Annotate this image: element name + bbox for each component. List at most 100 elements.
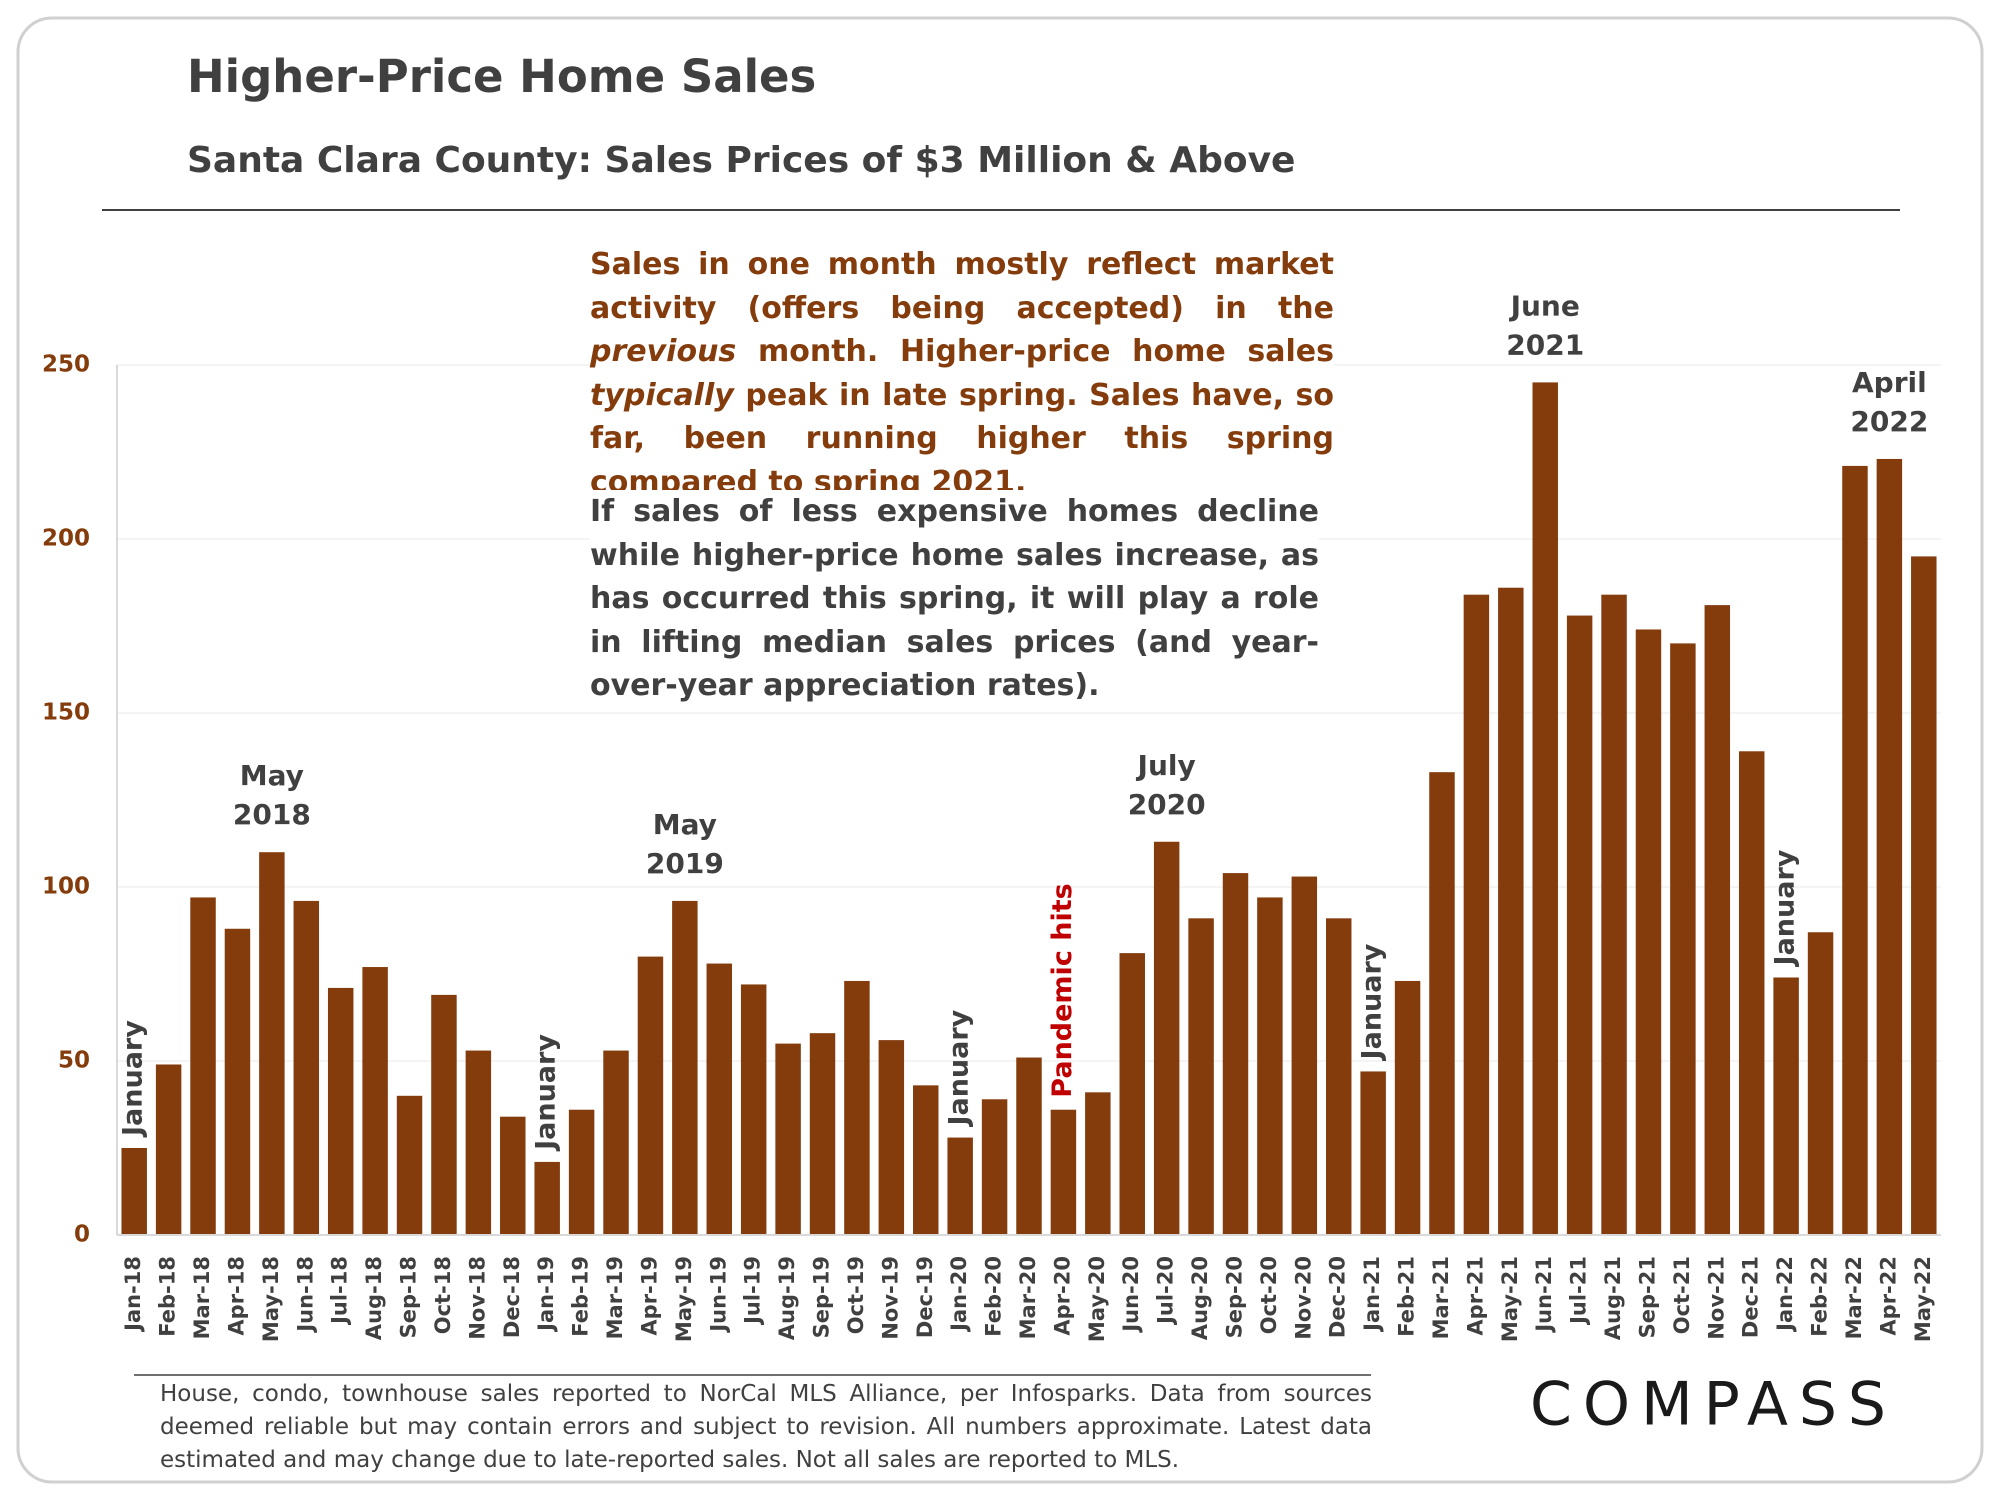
x-tick-label: Mar-22 xyxy=(1842,1256,1866,1339)
annotation: 2022 xyxy=(1850,405,1928,438)
x-tick-label: Aug-21 xyxy=(1601,1256,1625,1340)
bar xyxy=(1360,1071,1386,1235)
annotation: Pandemic hits xyxy=(1047,883,1078,1097)
bar xyxy=(1807,932,1834,1235)
bar xyxy=(1016,1057,1042,1235)
x-tick-label: Jun-18 xyxy=(293,1256,317,1334)
commentary-text: Sales in one month mostly reflect market… xyxy=(590,247,1334,326)
x-tick-label: Apr-20 xyxy=(1050,1256,1074,1336)
annotation: 2020 xyxy=(1128,788,1206,821)
logo: COMPASS xyxy=(1530,1370,1892,1440)
bar xyxy=(362,967,388,1235)
x-tick-label: Aug-18 xyxy=(362,1256,386,1340)
x-tick-label: Oct-18 xyxy=(431,1256,455,1334)
x-tick-label: Jan-22 xyxy=(1773,1256,1797,1333)
bar xyxy=(224,928,251,1235)
bar xyxy=(1119,953,1145,1235)
x-tick-label: Jul-21 xyxy=(1567,1256,1591,1326)
x-tick-label: Feb-18 xyxy=(156,1256,180,1337)
bar xyxy=(121,1148,147,1235)
bar xyxy=(1704,605,1731,1235)
bar xyxy=(190,897,216,1235)
x-tick-label: Feb-19 xyxy=(569,1256,593,1337)
annotation: June xyxy=(1509,289,1580,322)
bar xyxy=(1257,897,1283,1235)
x-tick-label: Sep-21 xyxy=(1635,1256,1659,1338)
x-tick-label: Jan-18 xyxy=(121,1256,145,1333)
annotation: May xyxy=(653,808,717,841)
x-tick-label: May-21 xyxy=(1498,1256,1522,1342)
bar xyxy=(500,1116,526,1235)
commentary-text: typically xyxy=(590,377,734,413)
x-tick-label: Mar-20 xyxy=(1016,1256,1040,1339)
chart-subtitle: Santa Clara County: Sales Prices of $3 M… xyxy=(187,140,1295,181)
y-tick-label: 0 xyxy=(74,1222,90,1248)
x-tick-label: Feb-22 xyxy=(1808,1256,1832,1337)
bar xyxy=(706,963,732,1235)
bar xyxy=(1738,751,1765,1235)
x-tick-label: Aug-19 xyxy=(775,1256,799,1340)
bar xyxy=(1876,458,1903,1236)
x-tick-label: Apr-19 xyxy=(637,1256,661,1336)
annotation: 2018 xyxy=(233,798,311,831)
x-tick-label: Feb-20 xyxy=(982,1256,1006,1337)
bar xyxy=(1326,918,1352,1235)
x-tick-label: Apr-18 xyxy=(224,1256,248,1336)
commentary: If sales of less expensive homes decline… xyxy=(590,490,1319,708)
bar xyxy=(981,1099,1008,1235)
x-tick-label: May-18 xyxy=(259,1256,283,1342)
bar xyxy=(1050,1109,1077,1235)
card xyxy=(16,16,1984,1484)
x-tick-label: Dec-19 xyxy=(913,1256,937,1338)
x-tick-label: Feb-21 xyxy=(1395,1256,1419,1337)
annotation: January xyxy=(1357,943,1388,1061)
bar xyxy=(155,1064,182,1235)
x-tick-label: Jul-18 xyxy=(328,1256,352,1326)
y-tick-label: 50 xyxy=(58,1048,90,1074)
bar xyxy=(878,1040,905,1235)
x-tick-label: Jan-21 xyxy=(1360,1256,1384,1333)
commentary-text: If sales of less expensive homes decline… xyxy=(590,494,1319,703)
bar xyxy=(568,1109,595,1235)
bar xyxy=(1670,643,1696,1235)
x-tick-label: Mar-19 xyxy=(603,1256,627,1339)
bar xyxy=(534,1161,560,1235)
bar xyxy=(672,900,698,1235)
bar xyxy=(327,987,354,1235)
x-tick-label: Nov-20 xyxy=(1291,1256,1315,1340)
x-tick-label: Apr-22 xyxy=(1876,1256,1900,1336)
footnote: House, condo, townhouse sales reported t… xyxy=(160,1381,1372,1473)
bar xyxy=(1153,841,1180,1235)
x-tick-label: Jul-19 xyxy=(741,1256,765,1326)
bar xyxy=(775,1043,801,1235)
bar xyxy=(1188,918,1214,1235)
bar xyxy=(1085,1092,1111,1235)
x-tick-label: Aug-20 xyxy=(1188,1256,1212,1340)
x-tick-label: Dec-21 xyxy=(1739,1256,1763,1338)
bar xyxy=(844,980,870,1235)
x-tick-label: Oct-20 xyxy=(1257,1256,1281,1334)
x-tick-label: May-22 xyxy=(1911,1256,1935,1342)
bar xyxy=(603,1050,629,1235)
x-tick-label: Apr-21 xyxy=(1463,1256,1487,1336)
bar xyxy=(809,1033,836,1235)
annotation: April xyxy=(1852,366,1927,399)
x-tick-label: Dec-20 xyxy=(1326,1256,1350,1338)
x-tick-label: Jun-19 xyxy=(706,1256,730,1334)
chart-title: Higher-Price Home Sales xyxy=(187,50,816,103)
x-tick-label: Mar-18 xyxy=(190,1256,214,1339)
bar xyxy=(396,1095,423,1235)
commentary-text: previous xyxy=(590,334,737,369)
x-tick-label: Sep-20 xyxy=(1222,1256,1246,1338)
bar xyxy=(1394,980,1421,1235)
x-tick-label: Nov-21 xyxy=(1704,1256,1728,1340)
bar xyxy=(1773,977,1799,1235)
annotation: January xyxy=(944,1009,975,1127)
bar xyxy=(1291,876,1318,1235)
bar xyxy=(1532,382,1558,1235)
x-tick-label: Jan-19 xyxy=(534,1256,558,1333)
y-tick-label: 200 xyxy=(42,526,90,552)
x-tick-label: Mar-21 xyxy=(1429,1256,1453,1339)
bar xyxy=(1222,873,1249,1235)
annotation: January xyxy=(531,1034,562,1152)
